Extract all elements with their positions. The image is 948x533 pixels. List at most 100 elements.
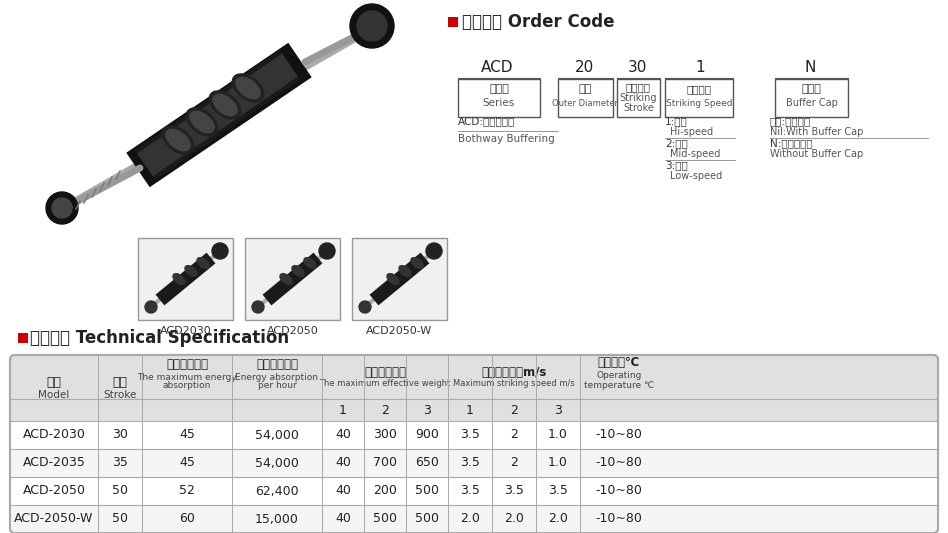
Text: Buffer Cap: Buffer Cap (786, 98, 837, 108)
Bar (233, 400, 322, 421)
Text: Operating: Operating (596, 372, 642, 381)
Bar (617, 79, 660, 117)
Text: -10~80: -10~80 (595, 513, 643, 526)
Ellipse shape (197, 257, 210, 268)
Bar (581, 400, 658, 421)
Bar (11, 450, 937, 477)
Text: 3: 3 (423, 403, 431, 416)
Text: 35: 35 (112, 456, 128, 470)
Text: ACD2030: ACD2030 (159, 326, 211, 336)
Bar (558, 79, 613, 117)
Text: ACD-2035: ACD-2035 (23, 456, 85, 470)
Ellipse shape (173, 273, 185, 284)
Text: 62,400: 62,400 (255, 484, 299, 497)
Text: ACD-2050: ACD-2050 (23, 484, 85, 497)
Bar (138, 238, 233, 320)
Text: 45: 45 (179, 456, 195, 470)
Text: 500: 500 (373, 513, 397, 526)
Text: Stroke: Stroke (103, 390, 137, 400)
Ellipse shape (280, 273, 292, 284)
Ellipse shape (210, 91, 241, 119)
Bar (352, 238, 447, 320)
Bar (581, 356, 658, 399)
Text: N:不带缓行帽: N:不带缓行帽 (770, 138, 812, 148)
Text: -10~80: -10~80 (595, 429, 643, 441)
Text: Series: Series (483, 98, 515, 108)
Circle shape (426, 243, 442, 259)
FancyBboxPatch shape (10, 355, 938, 533)
Circle shape (359, 301, 371, 313)
Text: 系列号: 系列号 (489, 84, 509, 94)
Ellipse shape (166, 130, 191, 151)
Text: Bothway Buffering: Bothway Buffering (458, 134, 555, 144)
Bar (143, 400, 232, 421)
Text: 1:高速: 1:高速 (665, 116, 687, 126)
Text: per hour: per hour (258, 382, 297, 391)
Text: N: N (804, 61, 815, 76)
Ellipse shape (187, 108, 218, 136)
Text: Low-speed: Low-speed (670, 171, 722, 181)
Ellipse shape (162, 126, 193, 154)
Text: 3: 3 (554, 403, 562, 416)
Text: 缓行帽: 缓行帽 (802, 84, 821, 94)
Text: 52: 52 (179, 484, 195, 497)
Text: 2.0: 2.0 (504, 513, 524, 526)
Text: Hi-speed: Hi-speed (670, 127, 713, 137)
Text: 30: 30 (629, 61, 647, 76)
Text: 3:低速: 3:低速 (665, 160, 687, 170)
Text: -10~80: -10~80 (595, 484, 643, 497)
Text: 1: 1 (695, 61, 704, 76)
Bar (449, 356, 580, 399)
Bar (11, 356, 322, 399)
Text: Nil:With Buffer Cap: Nil:With Buffer Cap (770, 127, 864, 137)
Text: 小时吸收能量: 小时吸收能量 (256, 359, 298, 372)
Ellipse shape (399, 265, 411, 276)
Text: Model: Model (38, 390, 69, 400)
Text: Striking Speed: Striking Speed (665, 99, 732, 108)
Text: 30: 30 (112, 429, 128, 441)
Bar (11, 506, 937, 533)
Bar (665, 79, 733, 117)
Bar (99, 400, 142, 421)
Text: 3.5: 3.5 (460, 456, 480, 470)
Bar (323, 356, 448, 399)
Text: 1: 1 (339, 403, 347, 416)
Bar (18, 333, 28, 343)
Text: 300: 300 (374, 429, 397, 441)
Text: 40: 40 (335, 429, 351, 441)
Bar (458, 79, 540, 117)
Circle shape (52, 198, 72, 218)
Text: Striking: Striking (620, 93, 657, 103)
Text: Without Buffer Cap: Without Buffer Cap (770, 149, 864, 159)
Ellipse shape (213, 94, 237, 116)
Text: ACD2050-W: ACD2050-W (366, 326, 432, 336)
Text: 技术参数 Technical Specification: 技术参数 Technical Specification (30, 329, 289, 347)
Text: 冲击速度: 冲击速度 (686, 84, 712, 94)
Bar (11, 400, 98, 421)
Text: 50: 50 (112, 484, 128, 497)
Text: Mid-speed: Mid-speed (670, 149, 720, 159)
Text: 2: 2 (510, 403, 518, 416)
Text: 最大有效质量: 最大有效质量 (364, 366, 406, 378)
Text: Outer Diameter: Outer Diameter (553, 99, 618, 108)
Text: 45: 45 (179, 429, 195, 441)
Ellipse shape (387, 273, 399, 284)
Text: absorption: absorption (163, 382, 211, 391)
Text: 2: 2 (381, 403, 389, 416)
Text: 2:中速: 2:中速 (665, 138, 687, 148)
Text: 650: 650 (415, 456, 439, 470)
Text: 1: 1 (466, 403, 474, 416)
Text: 40: 40 (335, 513, 351, 526)
Text: ACD: ACD (481, 61, 513, 76)
Circle shape (252, 301, 264, 313)
Text: ACD:双向缓冲式: ACD:双向缓冲式 (458, 116, 516, 126)
Text: The maximum effective weight: The maximum effective weight (319, 379, 450, 389)
Text: 1.0: 1.0 (548, 456, 568, 470)
Circle shape (46, 192, 78, 224)
Text: 700: 700 (373, 456, 397, 470)
Text: 40: 40 (335, 484, 351, 497)
Text: 900: 900 (415, 429, 439, 441)
Circle shape (350, 4, 394, 48)
Text: 3.5: 3.5 (460, 429, 480, 441)
Bar (11, 356, 937, 421)
